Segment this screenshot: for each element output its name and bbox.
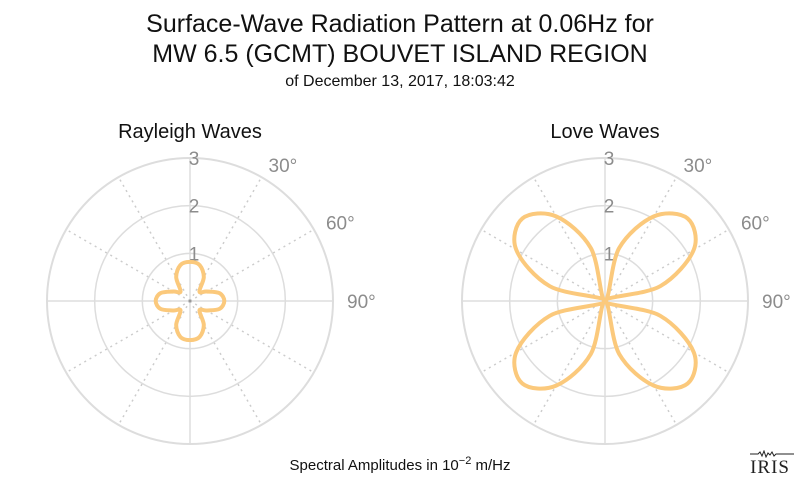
rayleigh-radiation-pattern: [153, 259, 227, 343]
rayleigh-angle-tick-60: 60°: [326, 214, 355, 235]
iris-logo: IRIS: [750, 450, 795, 479]
rayleigh-angle-tick-90: 90°: [347, 292, 376, 313]
love-panel-title: Love Waves: [550, 121, 659, 143]
units-prefix: Spectral Amplitudes in: [289, 457, 443, 474]
chart-title-event: MW 6.5 (GCMT) BOUVET ISLAND REGION: [152, 40, 648, 68]
rayleigh-radius-tick-3: 3: [189, 149, 200, 170]
love-radius-tick-3: 3: [604, 149, 615, 170]
rayleigh-ring-2: [93, 204, 287, 398]
love-angle-tick-30: 30°: [684, 156, 713, 177]
rayleigh-panel-title: Rayleigh Waves: [118, 121, 262, 143]
love-radius-tick-2: 2: [604, 197, 615, 218]
love-ring-1: [556, 252, 654, 350]
love-angle-tick-60: 60°: [741, 214, 770, 235]
units-exponent: −2: [458, 455, 472, 467]
chart-title: Surface-Wave Radiation Pattern at 0.06Hz…: [146, 10, 654, 38]
rayleigh-radius-tick-1: 1: [189, 244, 200, 265]
chart-subtitle: of December 13, 2017, 18:03:42: [285, 73, 515, 90]
love-ring-3: [461, 157, 749, 445]
seismogram-icon: [750, 450, 795, 458]
love-ring-2: [508, 204, 702, 398]
logo-text: IRIS: [750, 457, 790, 478]
rayleigh-angle-tick-30: 30°: [269, 156, 298, 177]
rayleigh-ring-3: [46, 157, 334, 445]
amplitude-units-label: Spectral Amplitudes in 10−2 m/Hz: [0, 455, 800, 474]
love-angle-tick-90: 90°: [762, 292, 791, 313]
rayleigh-center: [188, 299, 192, 303]
units-base: 10: [442, 457, 459, 474]
units-unit: m/Hz: [471, 457, 511, 474]
rayleigh-radius-tick-2: 2: [189, 197, 200, 218]
love-radius-tick-1: 1: [604, 244, 615, 265]
love-radiation-pattern: [512, 211, 698, 391]
rayleigh-ring-1: [141, 252, 239, 350]
